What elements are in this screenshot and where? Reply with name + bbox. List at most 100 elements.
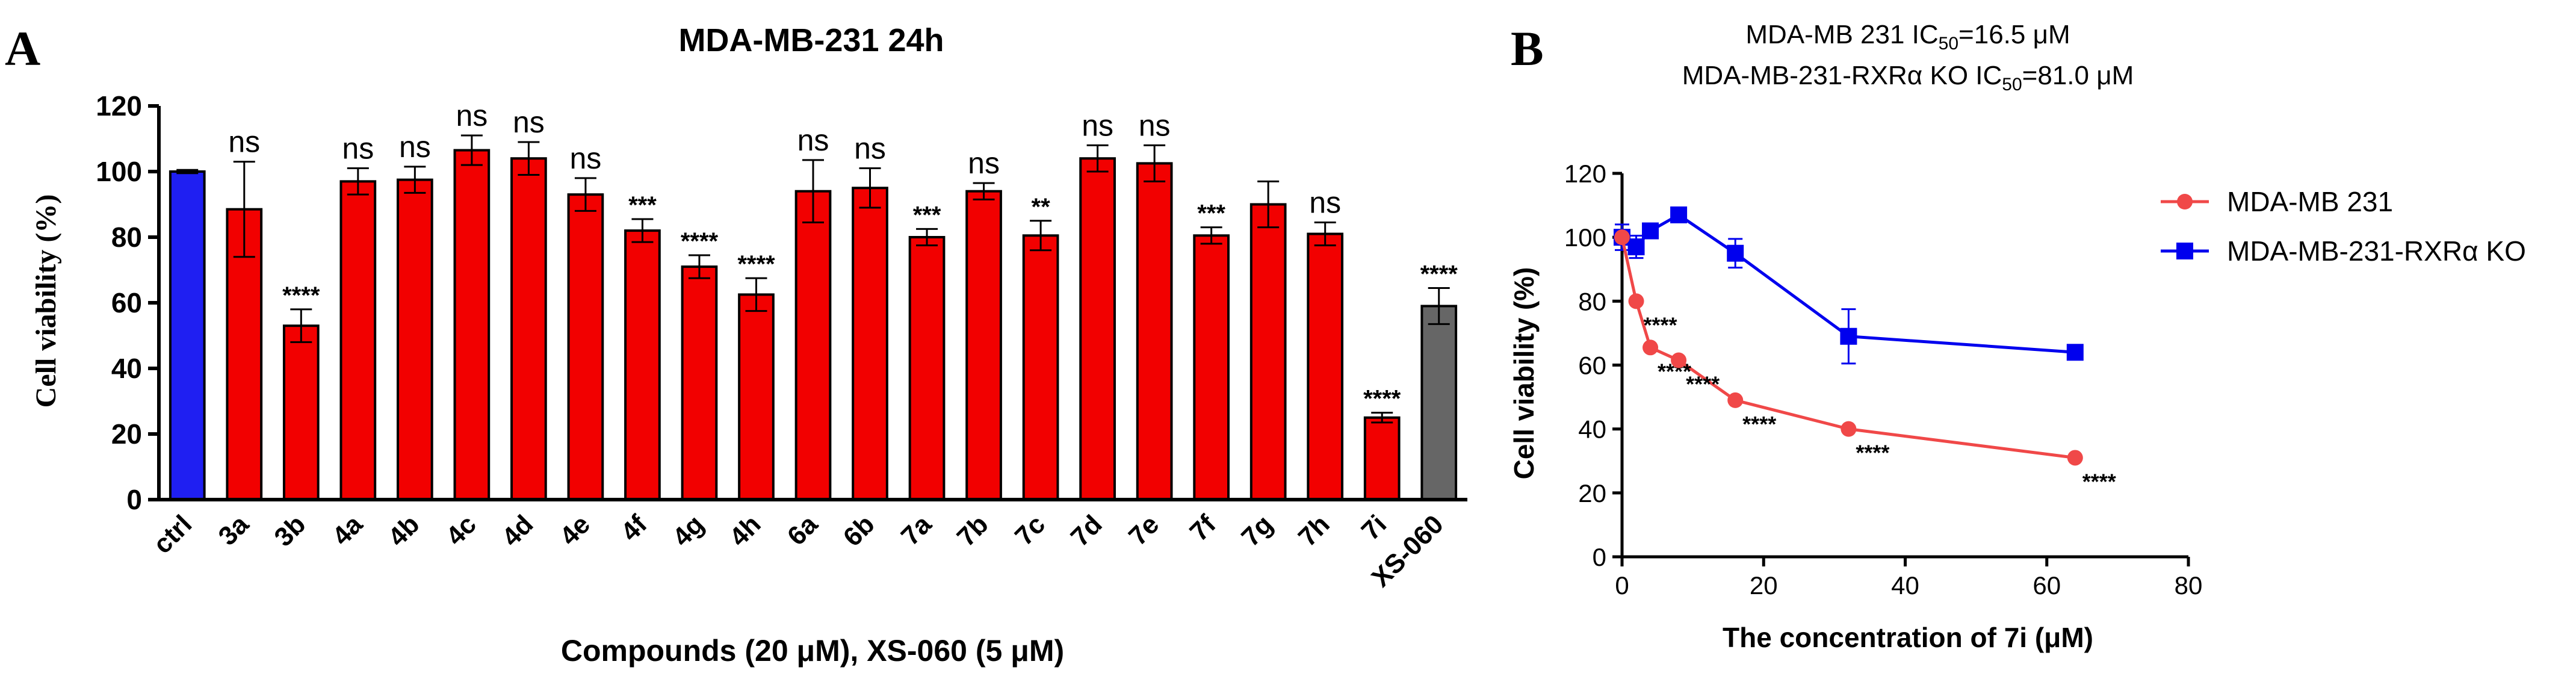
panel-a-significance-label: ns: [456, 99, 488, 132]
panel-a-bar: [681, 265, 718, 501]
panel-a-significance-label: ****: [1420, 261, 1458, 287]
panel-a-x-tick-label: 7g: [1236, 509, 1278, 552]
panel-a-significance-label: ns: [570, 141, 602, 175]
panel-a-chart: 0 20 40 60 80 100 120 ctrl ns 3a **** 3b ns 4a ns 4b ns 4…: [96, 90, 1467, 593]
panel-a-bar: [1307, 232, 1344, 501]
panel-b-x-tick-label: 80: [2175, 571, 2203, 600]
panel-b-significance-label: ****: [1686, 372, 1720, 397]
panel-a-x-tick-label: 7e: [1123, 509, 1165, 551]
panel-a-x-tick-label: 6a: [782, 509, 824, 551]
panel-a-bar: [1022, 234, 1059, 501]
panel-b-point: [1643, 340, 1659, 356]
panel-b-title-line-1: MDA-MB 231 IC50=16.5 μM: [1745, 20, 2070, 54]
panel-b-point: [1670, 206, 1688, 224]
panel-b-point: [1614, 229, 1630, 246]
panel-b-point: [1671, 352, 1687, 368]
panel-b-y-tick-label: 60: [1578, 352, 1606, 380]
panel-a-significance-label: ns: [854, 132, 886, 166]
panel-b-point: [1628, 293, 1644, 309]
panel-b-legend-label: MDA-MB 231: [2227, 186, 2393, 217]
panel-b-x-tick-label: 60: [2033, 571, 2061, 600]
panel-b-significance-label: ****: [1856, 441, 1889, 465]
panel-a-x-tick-label: 4c: [441, 509, 482, 551]
panel-b-y-tick-label: 40: [1578, 415, 1606, 444]
panel-a-bar: [1136, 162, 1173, 501]
panel-a-x-axis-label: Compounds (20 μM), XS-060 (5 μM): [561, 634, 1064, 668]
panel-a-y-tick-label: 100: [96, 156, 142, 187]
panel-b-x-tick-label: 20: [1750, 571, 1778, 600]
panel-a-bar: [1363, 416, 1401, 501]
panel-a-x-tick-label: ctrl: [147, 509, 197, 559]
panel-b-legend-marker: [2176, 243, 2193, 259]
panel-a-bar: [282, 324, 320, 501]
panel-a-y-axis-label: Cell viability (%): [30, 194, 62, 408]
panel-a-significance-label: ns: [968, 146, 1000, 180]
panel-a-significance-label: ns: [1309, 185, 1341, 219]
panel-a-significance-label: ns: [1082, 108, 1113, 142]
panel-a-bar: [794, 190, 832, 501]
panel-a-bar: [624, 229, 661, 501]
panel-a-significance-label: ****: [681, 228, 719, 255]
panel-a-x-tick-label: 7a: [896, 509, 938, 551]
panel-b-chart: 0 20 40 60 80 100 120 0 20 40 60 80 **** **** **** ****…: [1564, 160, 2526, 600]
panel-a-x-tick-label: 4e: [554, 509, 596, 551]
panel-a-bar: [567, 193, 604, 501]
panel-b-legend-marker: [2177, 194, 2193, 209]
panel-a-x-tick-label: 4d: [496, 509, 539, 552]
panel-a-y-tick-label: 20: [111, 418, 142, 450]
panel-a-y-tick-label: 120: [96, 90, 142, 122]
panel-b-y-axis-label: Cell viability (%): [1508, 267, 1540, 480]
panel-a-bar: [852, 187, 888, 501]
panel-a-significance-label: ns: [797, 123, 829, 157]
panel-b-point: [2066, 344, 2084, 361]
panel-a-x-tick-label: 6b: [838, 509, 881, 552]
panel-a-bar: [1079, 157, 1116, 501]
panel-a-x-tick-label: 4h: [724, 509, 767, 552]
panel-a-bar: [510, 157, 547, 501]
panel-b-x-axis-label: The concentration of 7i (μM): [1723, 622, 2093, 653]
panel-b-significance-label: ****: [1742, 412, 1776, 436]
panel-a-bar: [1420, 305, 1458, 501]
panel-a-significance-label: ns: [399, 130, 431, 164]
panel-a-bar: [738, 293, 775, 501]
panel-b-point: [1841, 421, 1857, 437]
panel-b-y-tick-label: 20: [1578, 479, 1606, 507]
panel-a-title: MDA-MB-231 24h: [678, 22, 944, 58]
panel-b-point: [1627, 238, 1645, 256]
panel-a-significance-label: ns: [1139, 108, 1171, 142]
panel-b-x-tick-label: 40: [1891, 571, 1919, 600]
panel-b-label: B: [1511, 21, 1544, 76]
panel-a-bar: [453, 149, 491, 501]
panel-a-significance-label: ****: [282, 282, 320, 309]
panel-a-x-tick-label: 7h: [1293, 509, 1336, 552]
panel-b-y-tick-label: 0: [1593, 543, 1606, 571]
panel-a-x-tick-label: 3a: [213, 509, 255, 551]
panel-b-point: [1642, 222, 1659, 240]
panel-a-x-tick-label: 7f: [1184, 509, 1222, 547]
panel-a-significance-label: ns: [228, 125, 260, 159]
panel-a-y-tick-label: 80: [111, 222, 142, 253]
panel-a-significance-label: ns: [342, 132, 374, 166]
panel-a-significance-label: **: [1032, 194, 1051, 220]
panel-a-x-tick-label: 4g: [667, 509, 710, 552]
panel-a-bar: [1249, 203, 1287, 501]
panel-a-bar: [396, 178, 433, 501]
panel-a-significance-label: ***: [913, 202, 941, 228]
panel-a-x-tick-label: 4a: [327, 509, 369, 551]
panel-a-bar: [1193, 234, 1230, 501]
panel-b-y-tick-label: 80: [1578, 287, 1606, 315]
panel-a-significance-label: ***: [1197, 200, 1225, 227]
panel-a-y-tick-label: 60: [111, 287, 142, 318]
panel-a-x-tick-label: 7b: [952, 509, 994, 552]
panel-a-x-tick-label: 7d: [1065, 509, 1108, 552]
panel-a-significance-label: ***: [628, 192, 657, 219]
panel-a-x-tick-label: 3b: [268, 509, 311, 552]
panel-a-bar: [965, 190, 1002, 501]
panel-a-significance-label: ****: [737, 251, 775, 277]
panel-b-y-tick-label: 120: [1564, 160, 1606, 188]
panel-a-bar: [908, 236, 946, 501]
panel-b-point: [2067, 450, 2083, 466]
panel-a-x-tick-label: 7c: [1009, 509, 1051, 551]
panel-a-significance-label: ****: [1363, 386, 1401, 412]
panel-a-y-tick-label: 0: [126, 484, 142, 515]
